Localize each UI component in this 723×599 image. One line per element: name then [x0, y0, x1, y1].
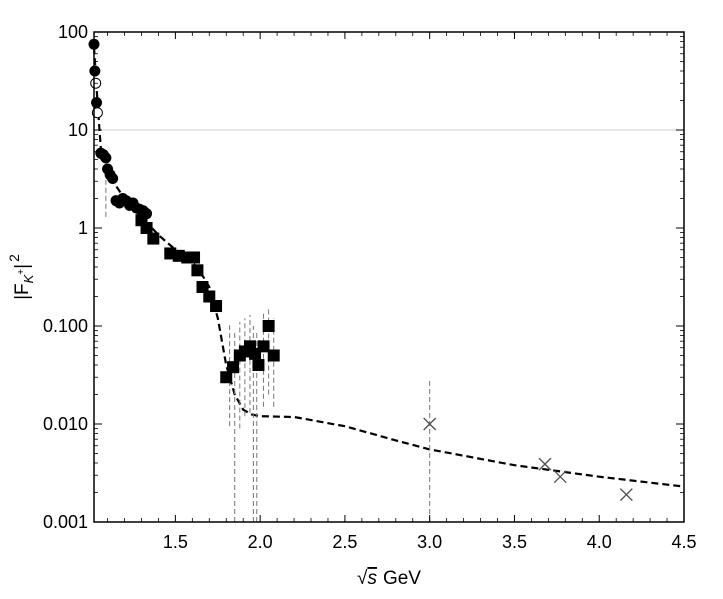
- x-axis-sqrt-symbol: √: [357, 568, 368, 589]
- plot-area-frame: [93, 31, 685, 523]
- cross-stroke: [423, 417, 437, 431]
- data-point-square: [227, 361, 240, 374]
- x-tick-label: 2.5: [332, 532, 357, 552]
- y-axis-subscript: K: [21, 273, 36, 283]
- error-bars: [93, 36, 431, 522]
- data-point-circle: [107, 172, 119, 184]
- y-tick-label: 0.010: [43, 414, 88, 434]
- data-point-circle: [91, 97, 103, 109]
- y-axis-base: |F: [12, 283, 33, 300]
- data-point-circle: [100, 152, 112, 164]
- fit-curve: [92, 47, 685, 488]
- data-point-cross: [423, 417, 437, 431]
- y-tick-label: 0.100: [43, 316, 88, 336]
- axis-ticks: [94, 31, 685, 523]
- cross-stroke: [619, 488, 633, 502]
- x-tick-label: 3.5: [502, 532, 527, 552]
- x-axis-title: √s GeV: [357, 568, 421, 589]
- data-point-square: [267, 349, 280, 362]
- data-point-cross: [538, 457, 552, 471]
- x-axis-unit: GeV: [383, 568, 421, 589]
- x-axis-variable: s: [367, 568, 377, 589]
- data-point-square: [147, 232, 160, 245]
- y-axis-close: |: [12, 264, 33, 269]
- y-tick-label: 0.001: [43, 512, 88, 532]
- data-point-square: [220, 371, 233, 384]
- cross-stroke: [538, 457, 552, 471]
- data-markers: [88, 38, 633, 502]
- x-tick-label: 4.5: [671, 532, 696, 552]
- x-tick-label: 1.5: [163, 532, 188, 552]
- data-point-square: [188, 251, 201, 264]
- cross-stroke: [553, 470, 567, 484]
- tick-labels: 1.5 2.0 2.5 3.0 3.5 4.0 4.5 100 10 1 0.100 0.010 0.0…: [43, 22, 697, 552]
- data-point-square: [140, 222, 153, 234]
- y-axis-title: |FK+| 2: [6, 254, 36, 300]
- x-tick-label: 3.0: [417, 532, 442, 552]
- fit-curve-layer: [92, 47, 685, 488]
- data-point-square: [210, 299, 223, 312]
- data-point-square: [196, 281, 209, 294]
- y-tick-label: 10: [68, 120, 88, 140]
- data-point-square: [203, 290, 216, 303]
- x-tick-label: 2.0: [248, 532, 273, 552]
- y-axis-sub-superscript: +: [16, 269, 27, 275]
- y-axis-power: 2: [6, 254, 22, 262]
- data-point-cross: [553, 470, 567, 484]
- data-point-square: [252, 358, 265, 371]
- data-point-square: [257, 340, 270, 353]
- data-point-cross: [619, 488, 633, 502]
- y-tick-label: 100: [58, 22, 88, 42]
- data-point-open-circle: [91, 107, 103, 119]
- data-point-square: [262, 320, 275, 332]
- data-point-square: [191, 264, 204, 277]
- y-tick-label: 1: [78, 218, 88, 238]
- x-tick-label: 4.0: [587, 532, 612, 552]
